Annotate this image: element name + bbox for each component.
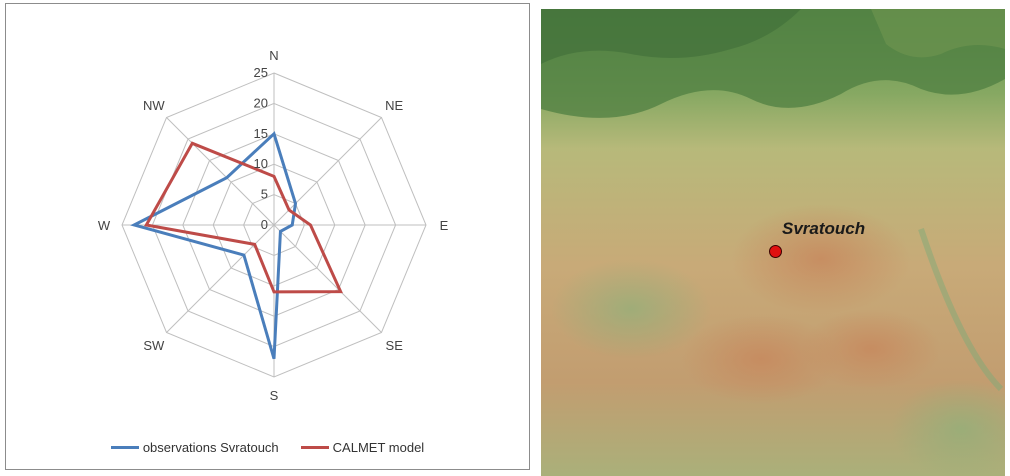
forest-area-northwest xyxy=(541,9,801,64)
direction-label-nw: NW xyxy=(143,98,165,113)
legend-swatch-calmet xyxy=(300,446,329,449)
radar-labels: 0 5 10 15 20 25N NE E SE S SW W NW xyxy=(98,48,449,403)
legend-item-observations: observations Svratouch xyxy=(110,440,279,455)
valley-southeast xyxy=(891,379,1005,476)
legend-item-calmet: CALMET model xyxy=(300,440,425,455)
wind-rose-chart-panel: 0 5 10 15 20 25 N NE E SE S SW W NW observations Svra… xyxy=(5,3,530,470)
radial-tick-label-0: 0 xyxy=(261,217,268,232)
chart-legend: observations Svratouch CALMET model xyxy=(6,440,529,455)
radar-series xyxy=(130,131,343,360)
hill-central xyxy=(731,204,911,314)
valley-west xyxy=(551,259,711,359)
direction-label-s: S xyxy=(270,388,279,403)
direction-label-n: N xyxy=(269,48,278,63)
meadow-area-northeast xyxy=(871,9,1005,58)
legend-label-observations: observations Svratouch xyxy=(142,440,279,455)
direction-label-sw: SW xyxy=(143,338,165,353)
direction-label-se: SE xyxy=(386,338,404,353)
radial-tick-label-5: 5 xyxy=(261,187,268,202)
radial-tick-label-15: 15 xyxy=(254,126,268,141)
stream-valley xyxy=(918,228,1004,392)
terrain-map xyxy=(541,9,1005,476)
direction-label-w: W xyxy=(98,218,111,233)
hill-southeast xyxy=(801,309,941,389)
legend-label-calmet: CALMET model xyxy=(332,440,425,455)
direction-label-ne: NE xyxy=(385,98,403,113)
legend-swatch-observations xyxy=(110,446,139,449)
terrain-map-panel: Svratouch xyxy=(541,9,1005,476)
direction-label-e: E xyxy=(440,218,449,233)
series-line-observations xyxy=(130,131,298,360)
radial-tick-label-25: 25 xyxy=(254,65,268,80)
grid-spoke-sw xyxy=(166,224,275,333)
radial-tick-label-20: 20 xyxy=(254,95,268,110)
hill-south xyxy=(681,314,841,404)
grid-spoke-ne xyxy=(273,117,382,226)
station-marker[interactable] xyxy=(769,245,782,258)
radial-tick-label-10: 10 xyxy=(254,156,268,171)
wind-rose-chart: 0 5 10 15 20 25N NE E SE S SW W NW xyxy=(98,48,449,403)
series-line-calmet xyxy=(143,141,343,294)
grid-spoke-se xyxy=(273,224,382,333)
radar-grid xyxy=(121,72,427,378)
station-label: Svratouch xyxy=(782,219,866,238)
grid-spoke-nw xyxy=(166,117,275,226)
